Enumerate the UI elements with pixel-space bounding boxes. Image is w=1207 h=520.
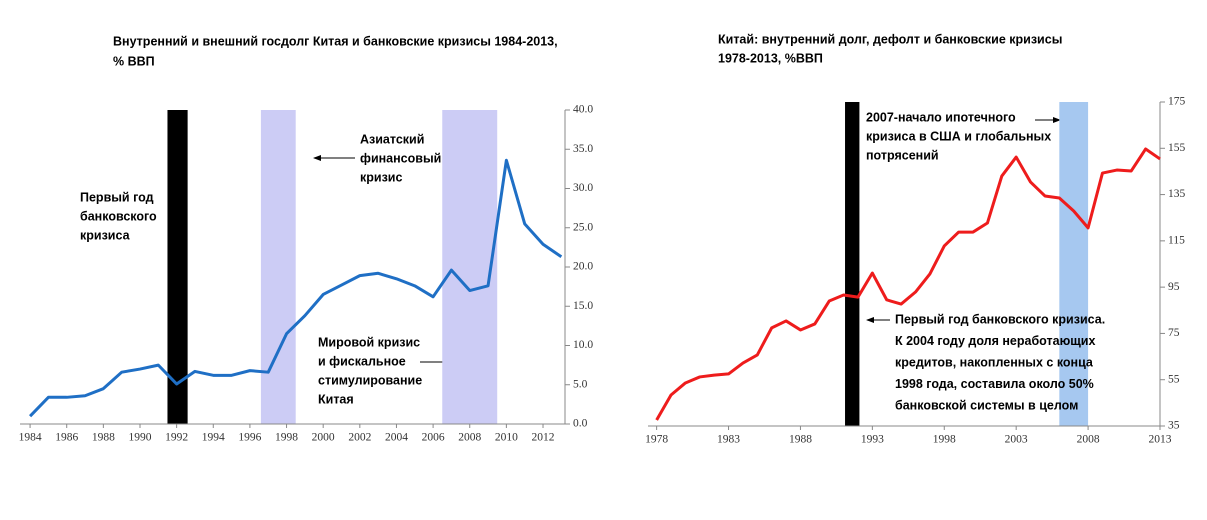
y-tick-label: 175 — [1168, 96, 1186, 108]
y-tick-label: 0.0 — [573, 418, 588, 430]
y-tick-label: 55 — [1168, 373, 1180, 385]
y-tick-label: 10.0 — [573, 339, 593, 351]
data-line — [29, 158, 563, 418]
annotation: кредитов, накопленных с конца — [895, 355, 1094, 369]
x-tick-label: 1998 — [275, 432, 298, 444]
crisis-band — [845, 102, 860, 426]
x-tick-label: 2010 — [495, 432, 518, 444]
annotation: кризиса в США и глобальных — [866, 129, 1051, 143]
y-tick-label: 115 — [1168, 234, 1185, 246]
annotation: Первый год — [80, 190, 154, 204]
x-tick-label: 1978 — [645, 434, 668, 446]
annotation: Мировой кризис — [318, 335, 420, 349]
x-tick-label: 1990 — [128, 432, 151, 444]
y-tick-label: 30.0 — [573, 182, 593, 194]
crisis-band — [167, 110, 188, 424]
y-tick-label: 35.0 — [573, 143, 593, 155]
crisis-band — [442, 110, 498, 424]
y-tick-label: 40.0 — [573, 104, 593, 116]
y-tick-label: 135 — [1168, 188, 1186, 200]
chart: Внутренний и внешний госдолг Китая и бан… — [19, 34, 594, 443]
x-tick-label: 2006 — [422, 432, 445, 444]
x-tick-label: 1998 — [933, 434, 956, 446]
chart-title: 1978-2013, %ВВП — [718, 51, 823, 65]
crisis-band — [1059, 102, 1089, 426]
y-tick-label: 95 — [1168, 281, 1180, 293]
y-tick-label: 15.0 — [573, 300, 593, 312]
x-tick-label: 2008 — [458, 432, 481, 444]
x-tick-label: 2004 — [385, 432, 408, 444]
annotation: 2007-начало ипотечного — [866, 110, 1016, 124]
annotation: К 2004 году доля неработающих — [895, 334, 1095, 348]
x-tick-label: 2008 — [1077, 434, 1100, 446]
annotation: кризиса — [80, 228, 131, 242]
x-tick-label: 2000 — [312, 432, 335, 444]
annotation: кризис — [360, 170, 402, 184]
x-tick-label: 2012 — [532, 432, 555, 444]
data-line — [655, 147, 1161, 421]
y-tick-label: 75 — [1168, 327, 1180, 339]
x-tick-label: 1988 — [92, 432, 115, 444]
x-tick-label: 1994 — [202, 432, 225, 444]
x-tick-label: 1988 — [789, 434, 812, 446]
annotation: банковской системы в целом — [895, 398, 1078, 412]
annotation: Азиатский — [360, 132, 424, 146]
y-tick-label: 25.0 — [573, 221, 593, 233]
x-tick-label: 1993 — [861, 434, 884, 446]
y-tick-label: 5.0 — [573, 378, 588, 390]
chart: Китай: внутренний долг, дефолт и банковс… — [645, 32, 1185, 445]
annotation: Китая — [318, 392, 354, 406]
x-tick-label: 1984 — [19, 432, 42, 444]
x-tick-label: 1992 — [165, 432, 188, 444]
y-tick-label: 35 — [1168, 420, 1180, 432]
y-tick-label: 155 — [1168, 142, 1186, 154]
annotation: финансовый — [360, 151, 441, 165]
annotation: потрясений — [866, 148, 939, 162]
chart-title: Внутренний и внешний госдолг Китая и бан… — [113, 34, 558, 48]
annotation: и фискальное — [318, 354, 406, 368]
x-tick-label: 1983 — [717, 434, 740, 446]
x-tick-label: 1986 — [55, 432, 78, 444]
annotation: Первый год банковского кризиса. — [895, 312, 1105, 326]
x-tick-label: 2013 — [1149, 434, 1172, 446]
chart-title: Китай: внутренний долг, дефолт и банковс… — [718, 32, 1062, 46]
x-tick-label: 2002 — [348, 432, 371, 444]
annotation: 1998 года, составила около 50% — [895, 377, 1094, 391]
y-tick-label: 20.0 — [573, 261, 593, 273]
chart-title: % ВВП — [113, 54, 155, 68]
x-tick-label: 2003 — [1005, 434, 1028, 446]
annotation: банковского — [80, 209, 157, 223]
x-tick-label: 1996 — [238, 432, 261, 444]
annotation: стимулирование — [318, 373, 422, 387]
crisis-band — [260, 110, 296, 424]
